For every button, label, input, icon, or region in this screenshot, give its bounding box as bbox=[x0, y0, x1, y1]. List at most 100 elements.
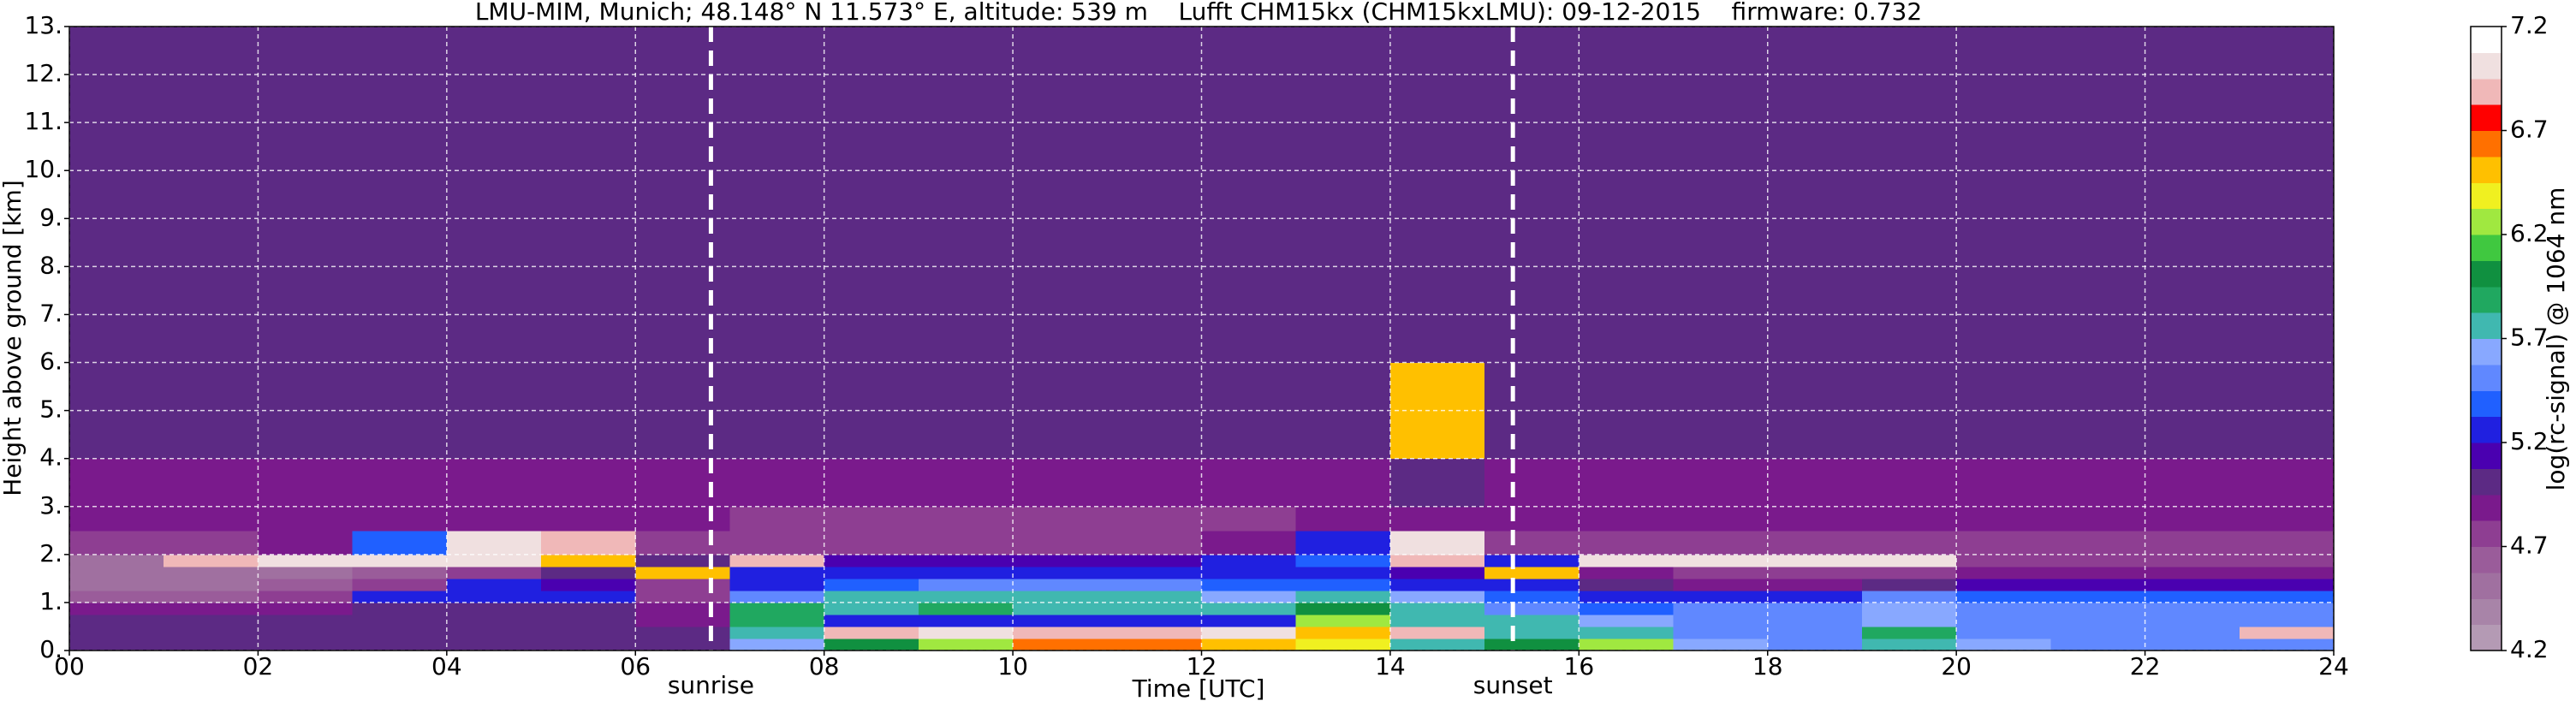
cell bbox=[1484, 602, 1580, 615]
chart-title: LMU-MIM, Munich; 48.148° N 11.573° E, al… bbox=[475, 0, 1922, 26]
cell bbox=[446, 530, 542, 556]
colorbar-swatch bbox=[2471, 130, 2502, 157]
colorbar-swatch bbox=[2471, 208, 2502, 235]
y-tick-label: 0. bbox=[39, 635, 62, 663]
cell bbox=[164, 614, 259, 627]
x-tick-label: 02 bbox=[243, 652, 274, 680]
cell bbox=[1201, 566, 1297, 579]
cell bbox=[635, 458, 730, 508]
cell bbox=[1767, 590, 1863, 603]
cell bbox=[2239, 566, 2335, 579]
cell bbox=[1484, 362, 1580, 460]
cell bbox=[1956, 638, 2051, 651]
cell bbox=[1295, 602, 1391, 615]
cell bbox=[446, 614, 542, 627]
y-tick-label: 1. bbox=[39, 587, 62, 615]
cell bbox=[69, 458, 164, 508]
cell bbox=[2239, 530, 2335, 556]
cell bbox=[2239, 602, 2335, 615]
cell bbox=[1107, 27, 1202, 219]
cell bbox=[164, 638, 259, 651]
cell bbox=[69, 626, 164, 639]
event-label: sunset bbox=[1473, 671, 1553, 699]
cell bbox=[729, 530, 825, 556]
colorbar-swatch bbox=[2471, 78, 2502, 105]
cell bbox=[1673, 458, 1769, 508]
cell bbox=[541, 458, 636, 508]
cell bbox=[69, 614, 164, 627]
colorbar-tick-label: 4.2 bbox=[2510, 635, 2549, 663]
cell bbox=[1673, 590, 1769, 603]
cell bbox=[1295, 530, 1391, 556]
cell bbox=[1861, 578, 1957, 591]
cell bbox=[1861, 506, 1957, 532]
cell bbox=[1767, 218, 1863, 364]
cell bbox=[1013, 554, 1108, 567]
cell bbox=[446, 602, 542, 615]
cell bbox=[1201, 458, 1297, 508]
cell bbox=[2239, 458, 2335, 508]
cell bbox=[541, 218, 636, 364]
cell bbox=[352, 614, 448, 627]
cell bbox=[1673, 530, 1769, 556]
cell bbox=[1956, 458, 2051, 508]
cell bbox=[1861, 530, 1957, 556]
cell bbox=[1013, 530, 1108, 556]
y-tick-label: 11. bbox=[24, 107, 62, 135]
cell bbox=[1673, 602, 1769, 615]
cell bbox=[1107, 554, 1202, 567]
colorbar-swatch bbox=[2471, 598, 2502, 626]
y-tick-label: 5. bbox=[39, 395, 62, 424]
cell bbox=[164, 218, 259, 364]
plot-frame bbox=[68, 26, 2335, 651]
cell bbox=[2050, 626, 2146, 639]
cell bbox=[1484, 566, 1580, 579]
cell bbox=[541, 566, 636, 579]
cell bbox=[69, 590, 164, 603]
cell bbox=[2050, 506, 2146, 532]
y-tick-label: 9. bbox=[39, 203, 62, 231]
colorbar-swatch bbox=[2471, 260, 2502, 288]
cell bbox=[258, 218, 354, 364]
cell bbox=[446, 566, 542, 579]
cell bbox=[1201, 554, 1297, 567]
colorbar-tick-label: 6.2 bbox=[2510, 219, 2549, 247]
colorbar-swatch bbox=[2471, 312, 2502, 339]
cell bbox=[1861, 458, 1957, 508]
cell bbox=[1861, 362, 1957, 460]
cell bbox=[446, 218, 542, 364]
cell bbox=[1013, 614, 1108, 627]
cell bbox=[1673, 554, 1769, 567]
y-tick-label: 7. bbox=[39, 299, 62, 327]
cell bbox=[1956, 578, 2051, 591]
cell bbox=[729, 626, 825, 639]
cell bbox=[824, 566, 919, 579]
cell bbox=[2145, 218, 2240, 364]
cell bbox=[918, 530, 1014, 556]
y-tick-label: 3. bbox=[39, 491, 62, 520]
cell bbox=[729, 554, 825, 567]
y-tick-label: 6. bbox=[39, 348, 62, 376]
x-tick-label: 06 bbox=[620, 652, 651, 680]
cell bbox=[2050, 458, 2146, 508]
cell bbox=[1201, 602, 1297, 615]
cell bbox=[69, 638, 164, 651]
colorbar-swatch bbox=[2471, 546, 2502, 573]
cell bbox=[1107, 458, 1202, 508]
cell bbox=[824, 506, 919, 532]
colorbar-label: log(rc-signal) @ 1064 nm bbox=[2542, 187, 2570, 491]
cell bbox=[1389, 566, 1485, 579]
cell bbox=[1861, 638, 1957, 651]
cell bbox=[258, 638, 354, 651]
cell bbox=[1767, 638, 1863, 651]
cell bbox=[258, 578, 354, 591]
cell bbox=[164, 626, 259, 639]
x-tick-label: 08 bbox=[809, 652, 840, 680]
cell bbox=[918, 590, 1014, 603]
cell bbox=[729, 566, 825, 579]
cell bbox=[1956, 602, 2051, 615]
cell bbox=[1201, 530, 1297, 556]
cell bbox=[1579, 590, 1675, 603]
cell bbox=[2239, 638, 2335, 651]
cell bbox=[635, 506, 730, 532]
